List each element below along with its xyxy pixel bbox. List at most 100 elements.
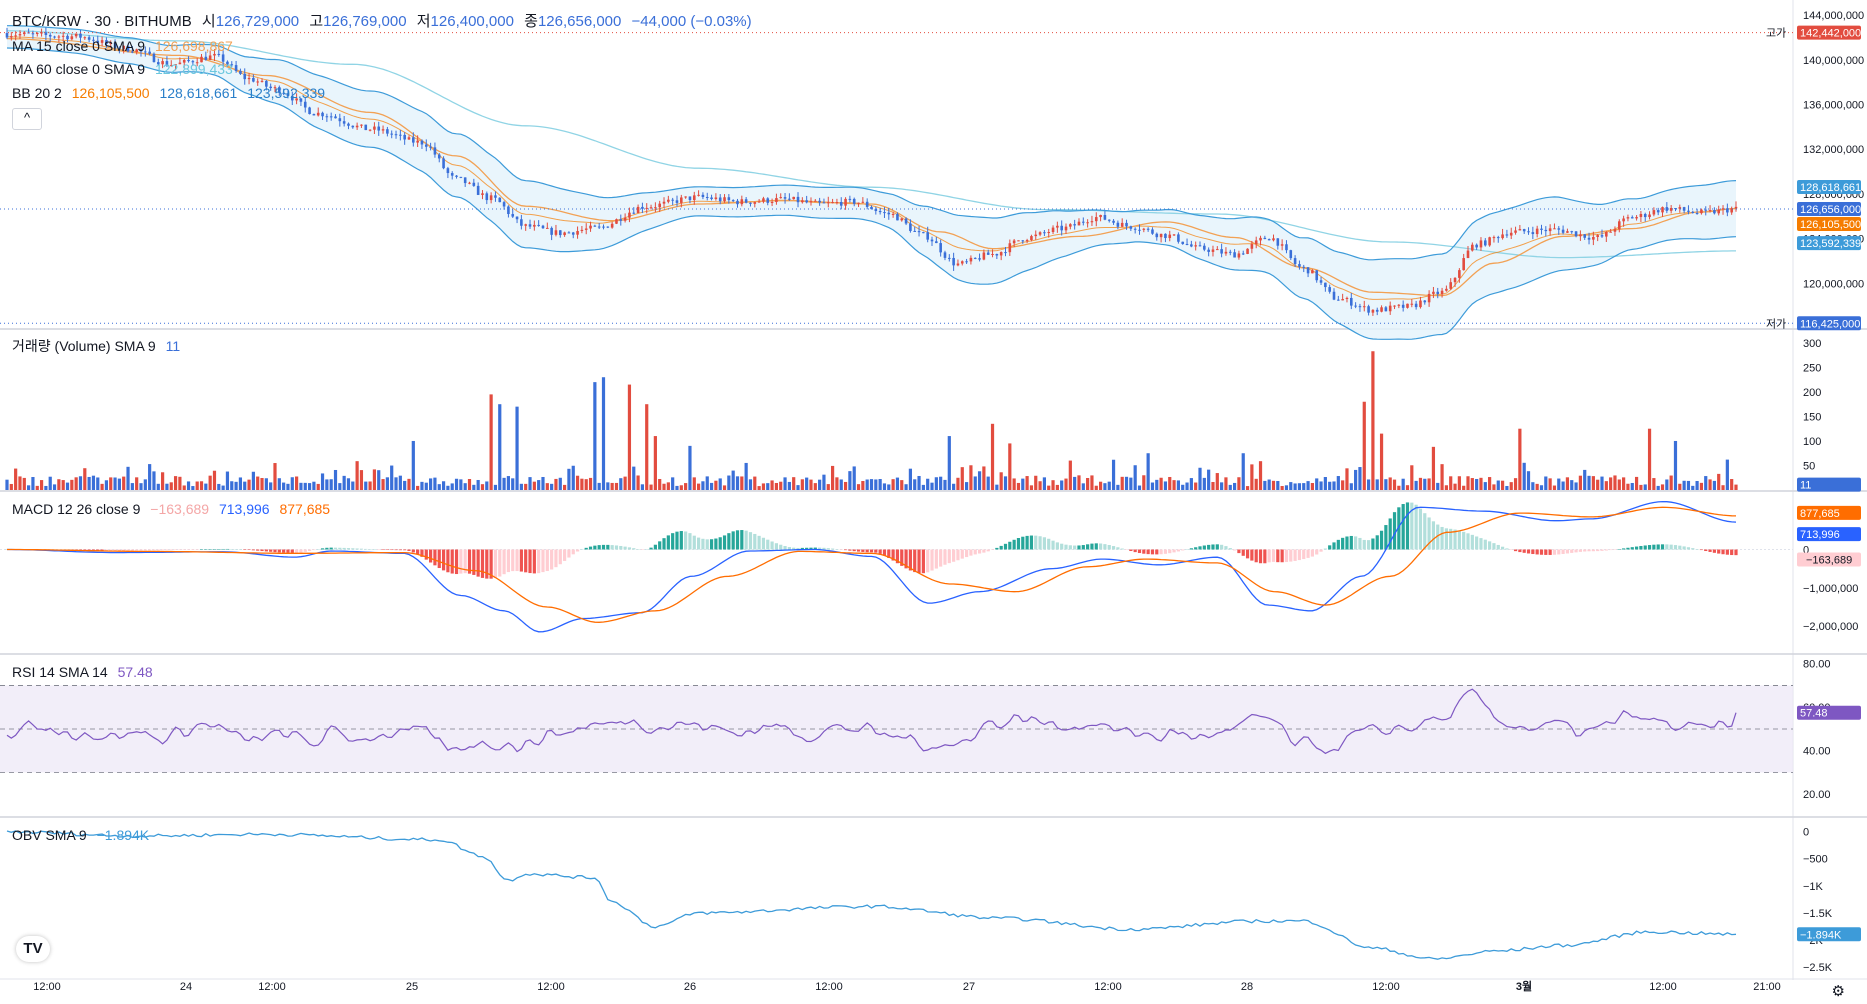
volume-bar bbox=[688, 445, 692, 490]
macd-hist-bar bbox=[385, 549, 389, 550]
volume-bar bbox=[554, 478, 558, 490]
candle-body bbox=[1674, 208, 1677, 210]
obv-tick-label: −2.5K bbox=[1803, 962, 1833, 974]
candle-body bbox=[1267, 239, 1271, 241]
volume-bar bbox=[1146, 453, 1150, 490]
candle-body bbox=[169, 65, 173, 67]
macd-hist-bar bbox=[403, 549, 407, 551]
candle-body bbox=[1103, 214, 1107, 220]
candle-body bbox=[468, 182, 471, 184]
candle-body bbox=[1691, 211, 1695, 214]
macd-hist-bar bbox=[433, 549, 437, 566]
candle-body bbox=[1570, 231, 1574, 233]
time-tick-label: 21:00 bbox=[1753, 981, 1781, 993]
ma60-value: 122,899,433 bbox=[154, 61, 233, 77]
candle-body bbox=[857, 202, 860, 204]
volume-bar bbox=[1488, 477, 1492, 490]
gear-icon[interactable]: ⚙ bbox=[1831, 983, 1845, 1000]
candle-body bbox=[1125, 222, 1128, 227]
macd-value-tag: 713,996 bbox=[1800, 529, 1840, 541]
volume-bar bbox=[1600, 476, 1604, 490]
candle-body bbox=[1527, 231, 1530, 233]
macd-hist-bar bbox=[195, 549, 199, 550]
macd-hist-bar bbox=[563, 549, 567, 561]
volume-bar bbox=[485, 481, 489, 490]
candle-body bbox=[481, 193, 484, 195]
low-label: 저 bbox=[416, 13, 431, 30]
volume-bar bbox=[1142, 475, 1146, 490]
macd-hist-bar bbox=[338, 547, 342, 550]
macd-hist-bar bbox=[1237, 549, 1241, 554]
tradingview-logo-icon[interactable]: TV bbox=[16, 936, 50, 962]
ma15-legend[interactable]: MA 15 close 0 SMA 9 126,698,867 bbox=[12, 37, 239, 55]
macd-hist-bar bbox=[368, 549, 372, 550]
volume-bar bbox=[247, 479, 251, 490]
macd-hist-bar bbox=[273, 549, 277, 553]
macd-hist-bar bbox=[135, 549, 139, 551]
volume-bar bbox=[152, 471, 156, 490]
volume-bar bbox=[550, 483, 554, 490]
candle-body bbox=[390, 133, 394, 135]
volume-bar bbox=[1626, 483, 1630, 490]
macd-hist-bar bbox=[342, 547, 346, 550]
macd-hist-bar bbox=[619, 545, 623, 550]
candle-body bbox=[48, 34, 52, 37]
candle-body bbox=[1332, 291, 1336, 300]
volume-bar bbox=[895, 477, 900, 490]
volume-bar bbox=[779, 481, 783, 490]
volume-legend[interactable]: 거래량 (Volume) SMA 9 11 bbox=[12, 337, 186, 355]
volume-bar bbox=[1453, 483, 1457, 490]
candle-body bbox=[1592, 236, 1595, 240]
candle-body bbox=[814, 200, 817, 202]
bb-legend[interactable]: BB 20 2 126,105,500 128,618,661 123,592,… bbox=[12, 84, 331, 102]
candle-body bbox=[904, 218, 908, 224]
volume-bar bbox=[709, 482, 714, 490]
candle-body bbox=[1155, 233, 1159, 238]
candle-body bbox=[883, 212, 886, 214]
candle-body bbox=[316, 112, 320, 116]
obv-legend[interactable]: OBV SMA 9 −1.894K bbox=[12, 826, 155, 844]
macd-hist-bar bbox=[1712, 549, 1716, 553]
candle-body bbox=[710, 197, 713, 200]
candle-body bbox=[148, 51, 151, 54]
candle-body bbox=[329, 116, 333, 118]
candle-body bbox=[1522, 229, 1526, 232]
candle-body bbox=[1151, 229, 1154, 234]
volume-bar bbox=[558, 477, 562, 490]
volume-bar bbox=[934, 477, 938, 490]
candle-body bbox=[1246, 248, 1249, 254]
macd-hist-bar bbox=[519, 549, 523, 572]
rsi-legend[interactable]: RSI 14 SMA 14 57.48 bbox=[12, 663, 159, 681]
candle-body bbox=[839, 201, 843, 206]
volume-bar bbox=[411, 440, 415, 490]
macd-hist-bar bbox=[1051, 540, 1055, 550]
macd-legend[interactable]: MACD 12 26 close 9 −163,689 713,996 877,… bbox=[12, 500, 336, 518]
volume-bar bbox=[48, 476, 52, 490]
candle-body bbox=[1004, 252, 1007, 254]
candle-body bbox=[394, 134, 398, 136]
macd-hist-bar bbox=[398, 549, 402, 551]
candle-body bbox=[282, 92, 285, 94]
candle-body bbox=[606, 226, 610, 228]
volume-bar bbox=[1522, 462, 1526, 490]
volume-bar bbox=[1509, 482, 1513, 490]
collapse-legend-button[interactable]: ^ bbox=[12, 108, 42, 130]
ma60-legend[interactable]: MA 60 close 0 SMA 9 122,899,433 bbox=[12, 60, 239, 78]
candle-body bbox=[1311, 270, 1314, 274]
candle-body bbox=[731, 200, 735, 202]
volume-bar bbox=[1207, 469, 1211, 490]
macd-hist-bar bbox=[921, 549, 925, 574]
macd-hist-bar bbox=[1271, 549, 1276, 562]
candle-body bbox=[788, 198, 791, 200]
change-value: −44,000 (−0.03%) bbox=[631, 13, 752, 30]
macd-hist-bar bbox=[493, 549, 498, 579]
macd-hist-bar bbox=[1073, 545, 1077, 550]
candle-body bbox=[18, 34, 22, 36]
candle-body bbox=[775, 198, 778, 203]
macd-hist-tag: −163,689 bbox=[1806, 555, 1852, 567]
macd-hist-bar bbox=[186, 549, 191, 550]
candle-body bbox=[1475, 244, 1478, 248]
volume-bar bbox=[1609, 477, 1613, 490]
macd-hist-bar bbox=[407, 549, 411, 551]
